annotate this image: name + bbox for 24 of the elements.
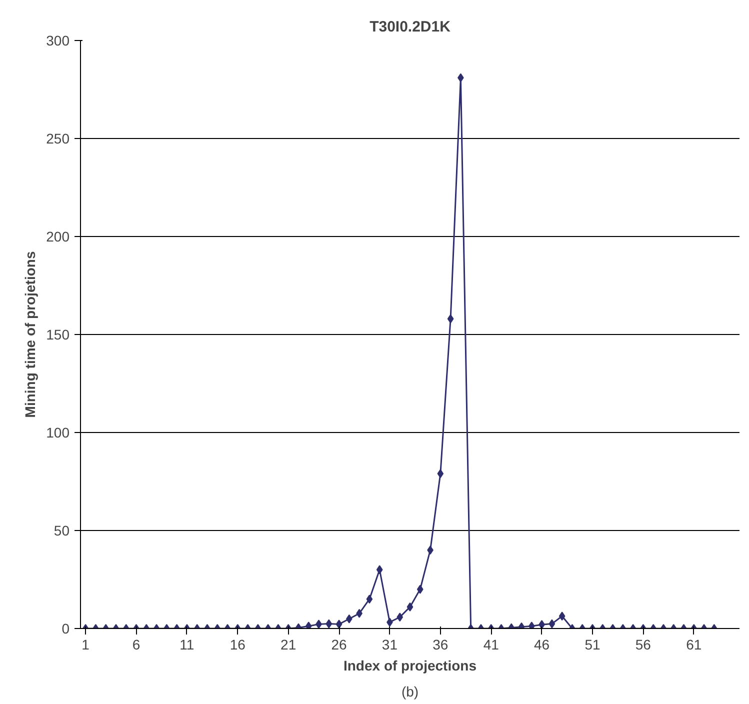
y-tick-label: 50 (54, 522, 70, 538)
x-tick-label: 61 (686, 636, 702, 652)
y-tick-label: 0 (62, 620, 70, 636)
x-tick-label: 41 (483, 636, 500, 652)
chart-title: T30I0.2D1K (370, 18, 451, 36)
y-tick-label: 100 (46, 424, 70, 440)
y-tick-label: 300 (46, 32, 70, 48)
x-tick-label: 36 (432, 636, 448, 652)
y-tick-label: 150 (46, 326, 70, 342)
text: (b) (401, 684, 419, 700)
x-tick-label: 51 (584, 636, 600, 652)
x-tick-label: 11 (180, 636, 194, 652)
x-tick-label: 1 (82, 636, 90, 652)
y-tick-label: 250 (46, 130, 70, 146)
x-tick-label: 31 (382, 636, 398, 652)
x-tick-label: 16 (230, 636, 246, 652)
x-axis-title: Index of projections (343, 658, 477, 674)
x-tick-label: 26 (331, 636, 348, 652)
x-tick-label: 56 (635, 636, 652, 652)
x-tick-label: 21 (280, 636, 296, 652)
y-tick-label: 200 (46, 228, 70, 244)
y-axis-title: Mining time of projetions (22, 251, 38, 418)
x-tick-label: 46 (534, 636, 550, 652)
x-tick-label: 6 (132, 636, 140, 652)
